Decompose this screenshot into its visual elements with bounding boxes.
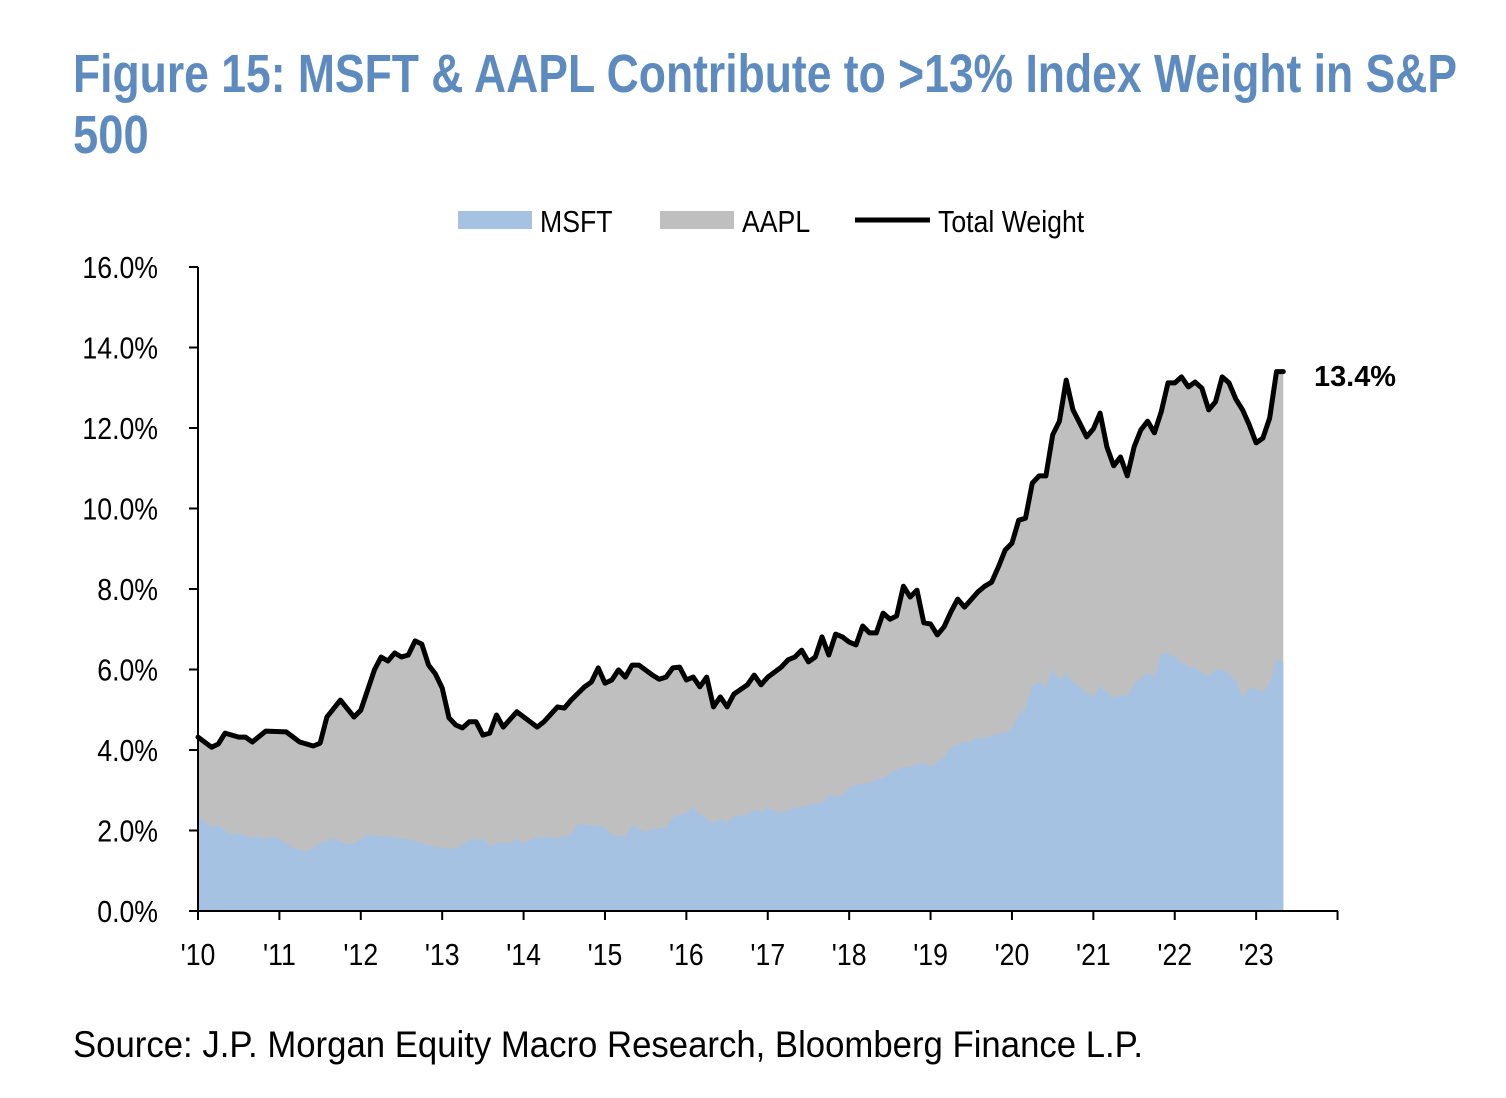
- plot-area: [195, 369, 1286, 912]
- x-tick-label: '21: [1076, 938, 1111, 972]
- x-tick-label: '16: [669, 938, 704, 972]
- legend-label-aapl: AAPL: [742, 205, 810, 239]
- x-tick-label: '20: [995, 938, 1030, 972]
- axes: [189, 266, 1339, 920]
- chart-title-line1: Figure 15: MSFT & AAPL Contribute to >13…: [73, 44, 1457, 104]
- legend-swatch-aapl: [660, 211, 734, 229]
- x-tick-label: '12: [343, 938, 378, 972]
- source-note: Source: J.P. Morgan Equity Macro Researc…: [73, 1024, 1143, 1065]
- x-axis-labels: '10 '11 '12 '13 '14 '15 '16 '17 '18 '19 '20 '21 '22 '…: [181, 938, 1274, 972]
- end-value-annotation: 13.4%: [1314, 361, 1396, 393]
- y-tick-label: 0.0%: [97, 895, 158, 929]
- y-tick-label: 12.0%: [82, 412, 158, 446]
- legend-label-msft: MSFT: [540, 205, 613, 239]
- y-tick-label: 4.0%: [97, 734, 158, 768]
- y-tick-label: 16.0%: [82, 251, 158, 285]
- y-tick-label: 10.0%: [82, 493, 158, 527]
- x-tick-label: '17: [750, 938, 785, 972]
- x-tick-label: '23: [1239, 938, 1274, 972]
- x-tick-label: '22: [1157, 938, 1192, 972]
- y-tick-label: 14.0%: [82, 332, 158, 366]
- chart-title-line2: 500: [73, 104, 149, 165]
- x-tick-label: '15: [588, 938, 623, 972]
- x-tick-label: '14: [506, 938, 541, 972]
- x-tick-label: '13: [425, 938, 460, 972]
- y-tick-label: 8.0%: [97, 573, 158, 607]
- legend: MSFT AAPL Total Weight: [458, 205, 1084, 240]
- y-axis-labels: 0.0% 2.0% 4.0% 6.0% 8.0% 10.0% 12.0% 14.0% 16.0%: [82, 251, 158, 929]
- x-tick-label: '11: [263, 938, 296, 972]
- x-tick-label: '18: [832, 938, 867, 972]
- y-tick-label: 6.0%: [97, 654, 158, 688]
- legend-label-total: Total Weight: [938, 205, 1084, 239]
- x-tick-label: '10: [181, 938, 216, 972]
- msft-area: [198, 653, 1284, 911]
- total-weight-line: [195, 369, 1286, 750]
- y-tick-label: 2.0%: [97, 815, 158, 849]
- x-tick-label: '19: [913, 938, 948, 972]
- legend-swatch-msft: [458, 211, 532, 229]
